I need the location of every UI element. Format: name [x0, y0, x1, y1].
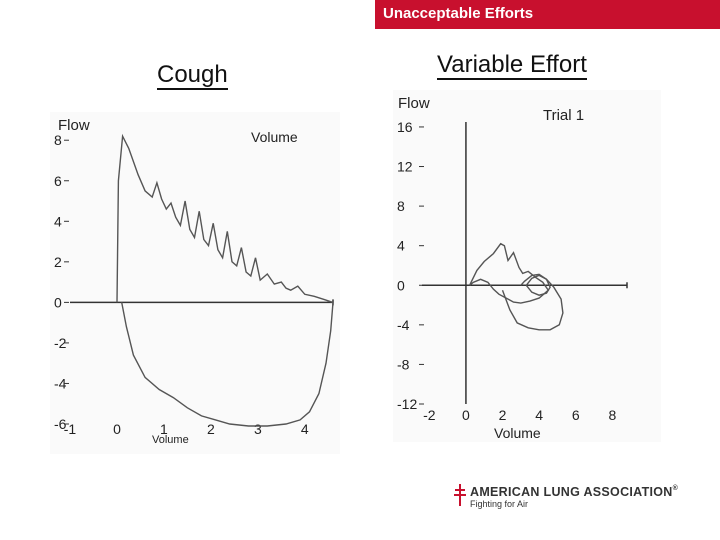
x-tick-label: 2 [499, 407, 507, 423]
x-tick-label: 4 [535, 407, 543, 423]
x-tick-label: -1 [64, 421, 77, 437]
logo-name-text: AMERICAN LUNG ASSOCIATION [470, 485, 673, 499]
series-line-expiratory [468, 242, 550, 304]
y-tick-label: 2 [54, 254, 62, 270]
y-tick-label: 16 [397, 119, 413, 135]
y-tick-label: -12 [397, 396, 417, 412]
y-tick-label: 4 [54, 213, 62, 229]
y-axis-title: Flow [58, 117, 90, 134]
cough-flow-volume-chart: 8 6 4 2 0 -2 -4 -6-1 0 1 2 3 4 Flow Volume Volume [54, 117, 334, 446]
y-tick-label: 8 [54, 132, 62, 148]
y-tick-label: -6 [54, 416, 67, 432]
y-tick-label: 0 [397, 277, 405, 293]
x-tick-label: 0 [462, 407, 470, 423]
legend-entry: Trial 1 [543, 107, 584, 124]
y-axis-title: Flow [398, 95, 430, 112]
logo-name: AMERICAN LUNG ASSOCIATION® [470, 485, 678, 499]
y-tick-label: 8 [397, 198, 405, 214]
x-tick-label: 0 [113, 421, 121, 437]
y-tick-label: -4 [397, 317, 410, 333]
x-tick-label: 2 [207, 421, 215, 437]
series-line-small-loop [525, 274, 551, 296]
registered-mark: ® [672, 485, 679, 492]
x-tick-label: 8 [608, 407, 616, 423]
x-axis-title-top: Volume [251, 129, 298, 145]
header-banner: Unacceptable Efforts [375, 0, 720, 29]
variable-effort-title: Variable Effort [437, 51, 587, 80]
cough-chart-panel: 8 6 4 2 0 -2 -4 -6 -1 0 1 2 3 4 Flow Volume Volume [50, 112, 340, 454]
y-tick-label: -2 [54, 335, 67, 351]
cough-title: Cough [157, 61, 228, 90]
x-tick-label: 3 [254, 421, 262, 437]
x-axis-title: Volume [152, 434, 189, 446]
series-line-inspiratory [501, 273, 564, 331]
x-tick-label: 4 [301, 421, 309, 437]
x-axis-title: Volume [494, 425, 541, 441]
x-tick-label: -2 [423, 407, 436, 423]
variable-effort-flow-volume-chart: 16 12 8 4 0 -4 -8 -12 -2 0 2 4 6 8 Flow Volume Trial 1 [397, 95, 628, 441]
x-tick-label: 1 [160, 421, 168, 437]
logo-tagline: Fighting for Air [470, 499, 529, 509]
variable-effort-chart-panel: 16 12 8 4 0 -4 -8 -12 -2 0 2 4 6 8 Flow Volume Trial 1 [393, 90, 661, 442]
y-tick-label: 6 [54, 173, 62, 189]
series-line-expiratory [116, 133, 334, 304]
y-tick-label: 0 [54, 294, 62, 310]
y-tick-label: -8 [397, 356, 410, 372]
series-line-inspiratory [121, 302, 334, 427]
x-tick-label: 6 [572, 407, 580, 423]
y-tick-label: -4 [54, 375, 67, 391]
y-tick-label: 12 [397, 159, 413, 175]
double-barred-cross-icon [454, 484, 466, 506]
y-tick-label: 4 [397, 238, 405, 254]
banner-title: Unacceptable Efforts [383, 5, 534, 22]
